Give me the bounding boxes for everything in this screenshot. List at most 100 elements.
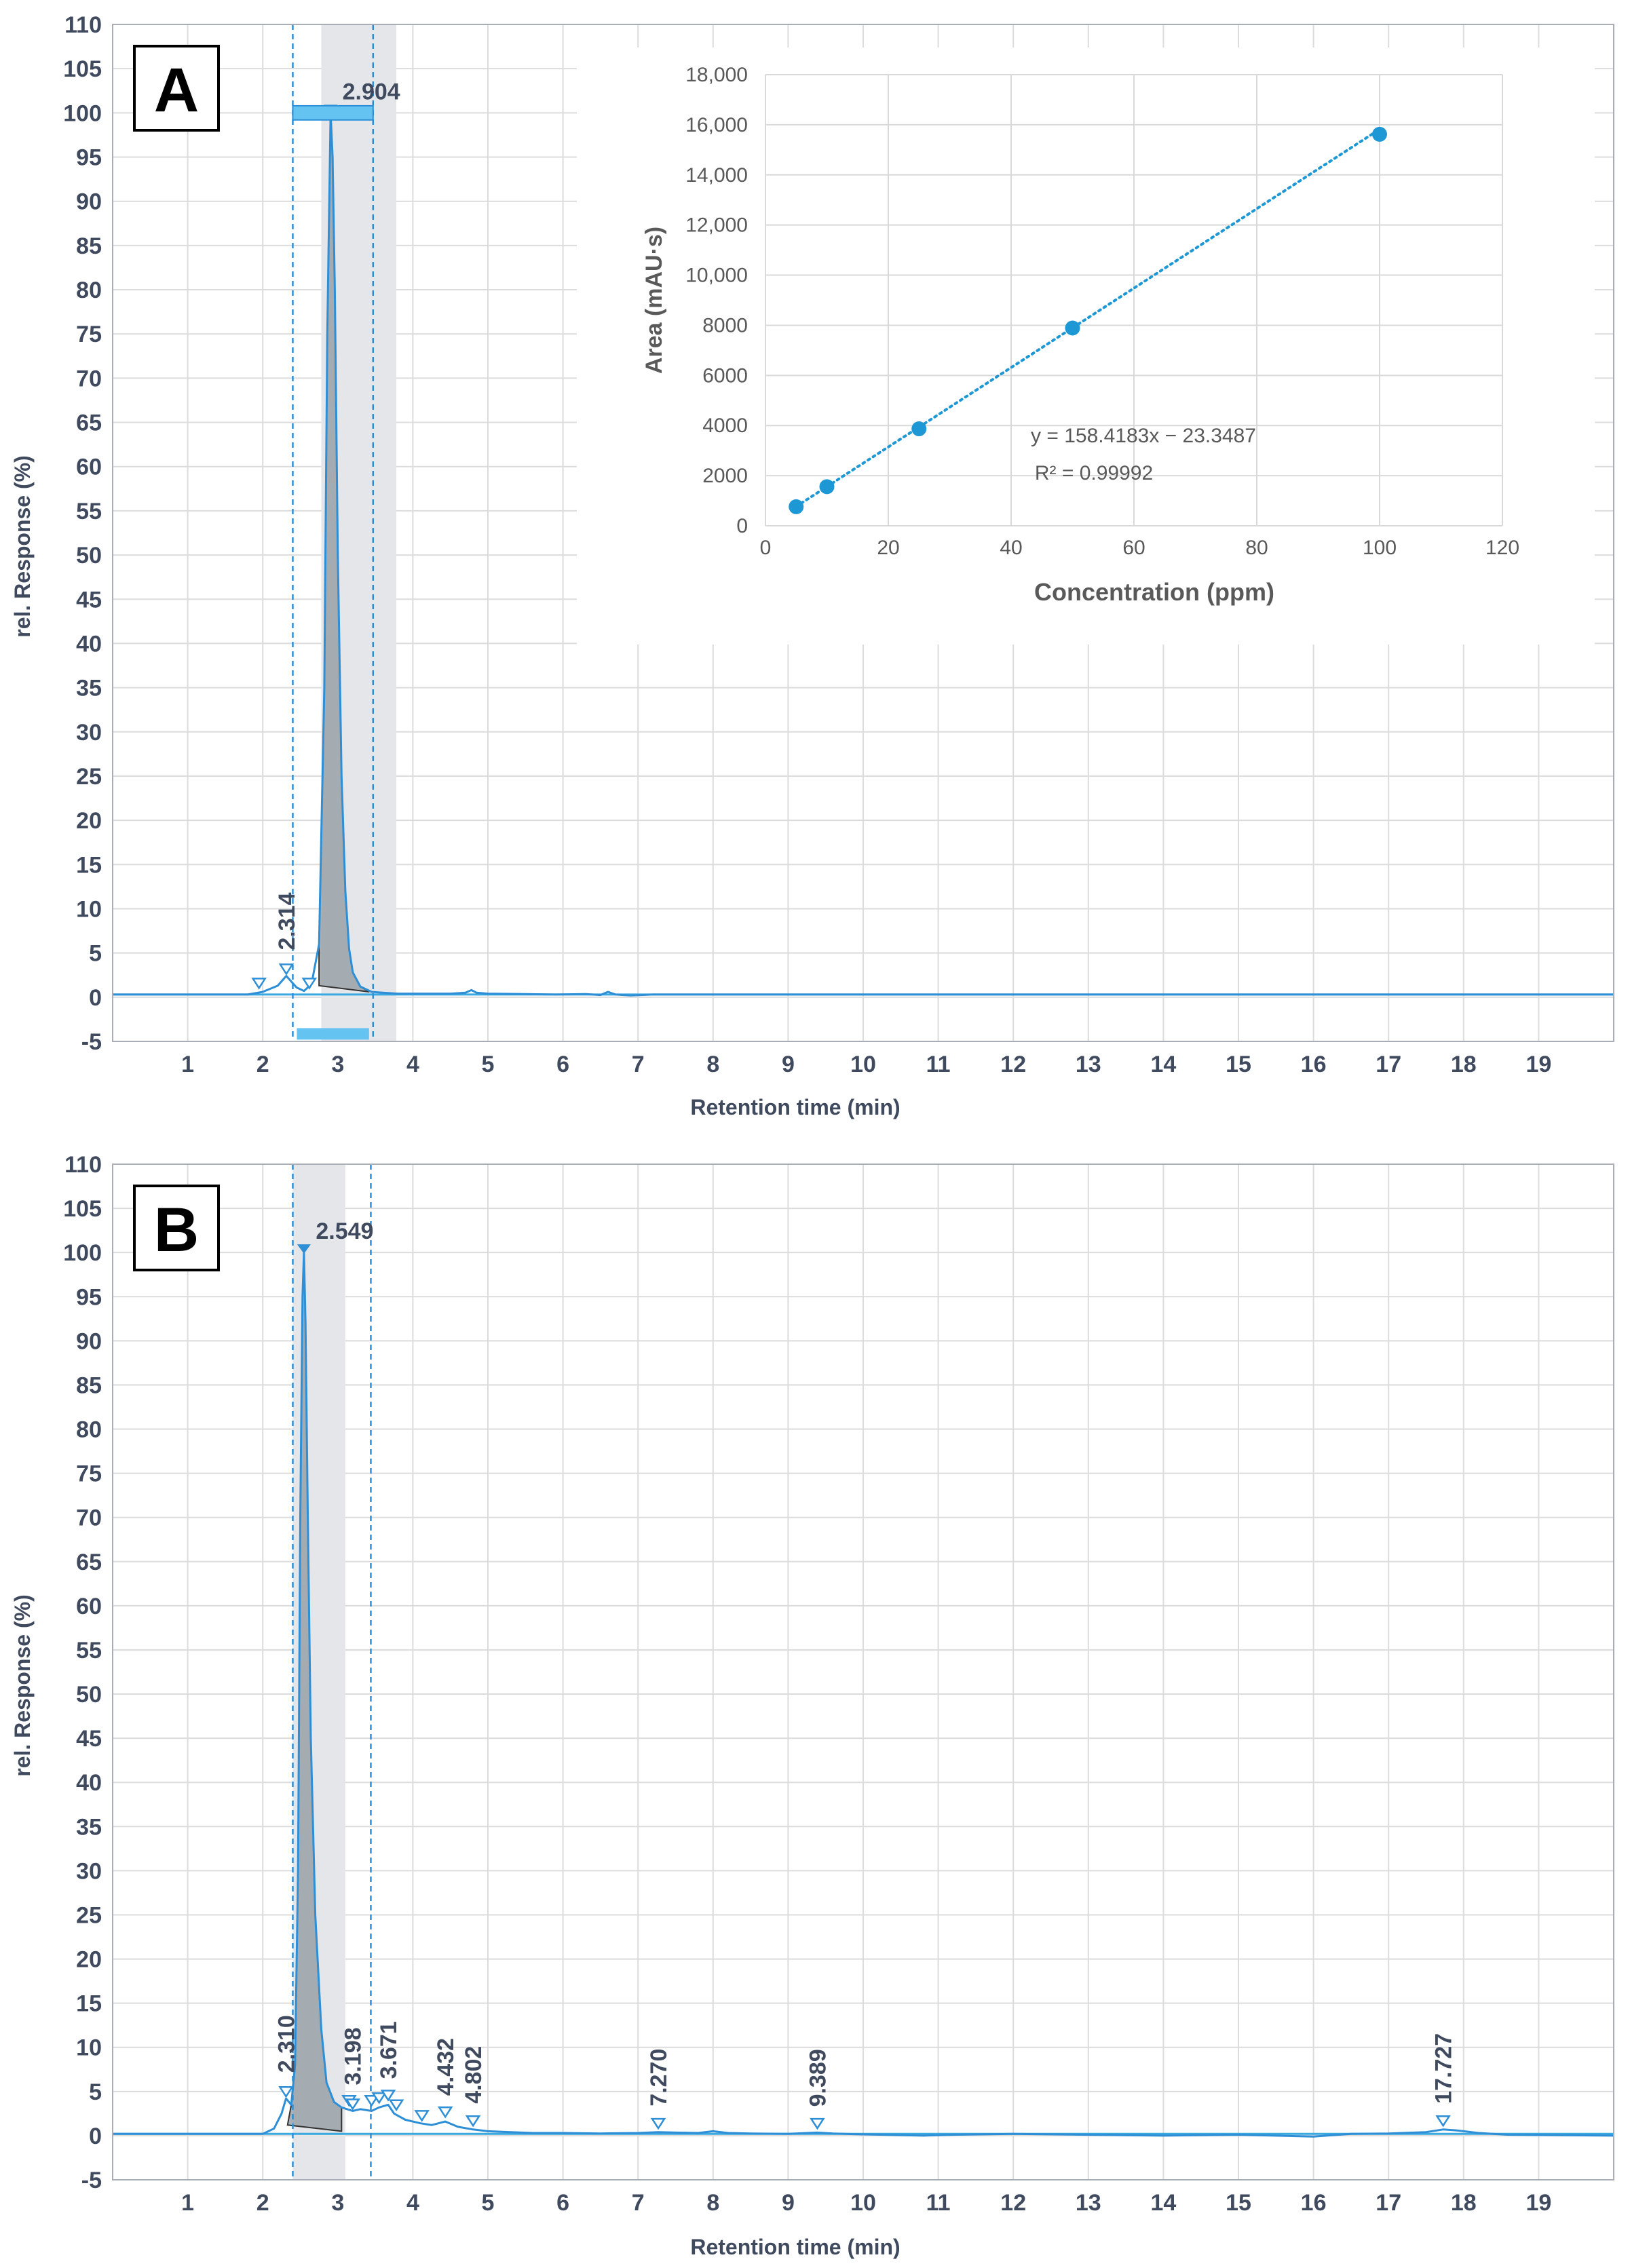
inset-y-tick-label: 0: [736, 515, 748, 537]
y-tick-label: 80: [76, 277, 102, 303]
y-tick-label: 75: [76, 1461, 102, 1487]
peak-marker: [278, 2086, 294, 2098]
peak-marker: [810, 2117, 825, 2130]
inset-x-tick-label: 60: [1122, 537, 1145, 559]
x-tick-label: 9: [782, 1052, 795, 1077]
x-tick-label: 14: [1150, 1052, 1176, 1077]
x-tick-label: 15: [1226, 2190, 1251, 2216]
peak-marker: [414, 2110, 430, 2122]
peak-label: 7.270: [646, 2049, 672, 2107]
peak-label: 2.314: [274, 892, 300, 950]
peak-marker: [251, 978, 267, 990]
panel-tag-label: A: [154, 56, 199, 125]
x-tick-label: 4: [406, 1052, 419, 1077]
x-tick-label: 3: [331, 2190, 344, 2216]
x-tick-label: 11: [926, 1052, 951, 1077]
x-tick-label: 5: [482, 1052, 495, 1077]
y-tick-label: 5: [89, 2079, 102, 2105]
calibration-inset: 0 20 40 60 80 100 120 0 2000 4000 6000 8000 10,000 12…: [577, 47, 1595, 645]
x-tick-label: 7: [632, 1052, 645, 1077]
y-axis-title: rel. Response (%): [10, 1594, 35, 1777]
x-tick-label: 18: [1451, 2190, 1477, 2216]
y-tick-label: 60: [76, 1594, 102, 1619]
inset-x-tick-label: 0: [760, 537, 772, 559]
x-tick-label: 6: [556, 1052, 569, 1077]
x-axis-title: Retention time (min): [690, 1095, 900, 1119]
chromatogram-trace: [113, 1251, 1614, 2138]
inset-background: [577, 47, 1595, 645]
y-tick-label: 45: [76, 587, 102, 613]
inset-x-tick-label: 80: [1245, 537, 1268, 559]
y-tick-label: 5: [89, 941, 102, 967]
y-tick-label: 95: [76, 1284, 102, 1310]
panel-tag-box: [133, 1185, 220, 1271]
y-tick-label: 110: [64, 12, 102, 38]
peak-marker: [301, 978, 318, 990]
inset-y-tick-label: 8000: [702, 314, 748, 337]
apex-marker: [297, 1244, 311, 1254]
inset-y-tick-label: 18,000: [685, 64, 748, 86]
inset-y-tick-label: 16,000: [685, 114, 748, 136]
inset-data-point: [789, 499, 804, 514]
x-tick-label: 11: [926, 2190, 951, 2216]
x-tick-label: 3: [331, 1052, 344, 1077]
x-tick-label: 12: [1000, 2190, 1026, 2216]
y-tick-label: 75: [76, 322, 102, 347]
y-tick-label: 100: [63, 1240, 102, 1266]
inset-data-point: [1065, 320, 1080, 336]
y-tick-label: 15: [76, 1991, 102, 2017]
peak-label: 2.904: [343, 79, 400, 104]
y-tick-label: 35: [76, 1814, 102, 1840]
plot-frame: [112, 1164, 1614, 2180]
inset-x-axis-title: Concentration (ppm): [1034, 578, 1274, 606]
x-tick-label: 19: [1525, 1052, 1551, 1077]
inset-trendline: [795, 128, 1381, 508]
x-tick-label: 7: [632, 2190, 645, 2216]
y-tick-label: 105: [63, 1196, 102, 1222]
y-axis-title: rel. Response (%): [10, 455, 35, 638]
inset-y-tick-label: 2000: [702, 465, 748, 487]
peak-label: 4.432: [433, 2038, 459, 2096]
y-tick-label: 10: [76, 2035, 102, 2061]
inset-y-axis-title: Area (mAU·s): [641, 227, 667, 374]
x-tick-label: 8: [706, 1052, 719, 1077]
x-tick-label: 2: [257, 2190, 269, 2216]
peak-label: 3.671: [376, 2021, 402, 2079]
x-tick-label: 10: [850, 2190, 876, 2216]
x-tick-label: 12: [1000, 1052, 1026, 1077]
y-tick-label: 85: [76, 1372, 102, 1398]
peak-marker: [364, 2095, 379, 2107]
inset-x-tick-label: 120: [1485, 537, 1519, 559]
inset-equation: y = 158.4183x − 23.3487: [1031, 425, 1256, 447]
x-tick-label: 9: [782, 2190, 795, 2216]
y-tick-label: 100: [63, 100, 102, 126]
y-tick-label: 40: [76, 631, 102, 657]
y-tick-label: 80: [76, 1417, 102, 1443]
y-tick-label: 0: [89, 2123, 102, 2149]
peak-label: 9.389: [805, 2049, 831, 2107]
x-tick-label: 13: [1076, 1052, 1101, 1077]
y-tick-label: 95: [76, 145, 102, 171]
window-band: [297, 1028, 369, 1040]
y-tick-label: 50: [76, 543, 102, 569]
x-tick-label: 14: [1150, 2190, 1176, 2216]
x-tick-label: 1: [181, 2190, 194, 2216]
x-axis-title: Retention time (min): [690, 2235, 900, 2259]
inset-data-point: [819, 479, 835, 495]
y-tick-label: 90: [76, 189, 102, 215]
panel-tag-box: [133, 45, 220, 132]
chromatogram-trace: [113, 111, 1614, 997]
y-tick-label: 20: [76, 1947, 102, 1973]
peak-marker: [437, 2106, 453, 2119]
panel-tag-label: B: [154, 1195, 199, 1265]
inset-y-tick-label: 10,000: [685, 265, 748, 287]
x-tick-label: 4: [406, 2190, 419, 2216]
y-tick-label: 110: [64, 1152, 102, 1178]
x-tick-label: 18: [1451, 1052, 1477, 1077]
y-tick-label: 90: [76, 1328, 102, 1354]
peak-marker: [1435, 2115, 1451, 2128]
peak-marker: [371, 2092, 387, 2104]
peak-marker: [278, 963, 295, 976]
peak-label: 4.802: [461, 2046, 487, 2104]
y-tick-label: 65: [76, 1550, 102, 1575]
